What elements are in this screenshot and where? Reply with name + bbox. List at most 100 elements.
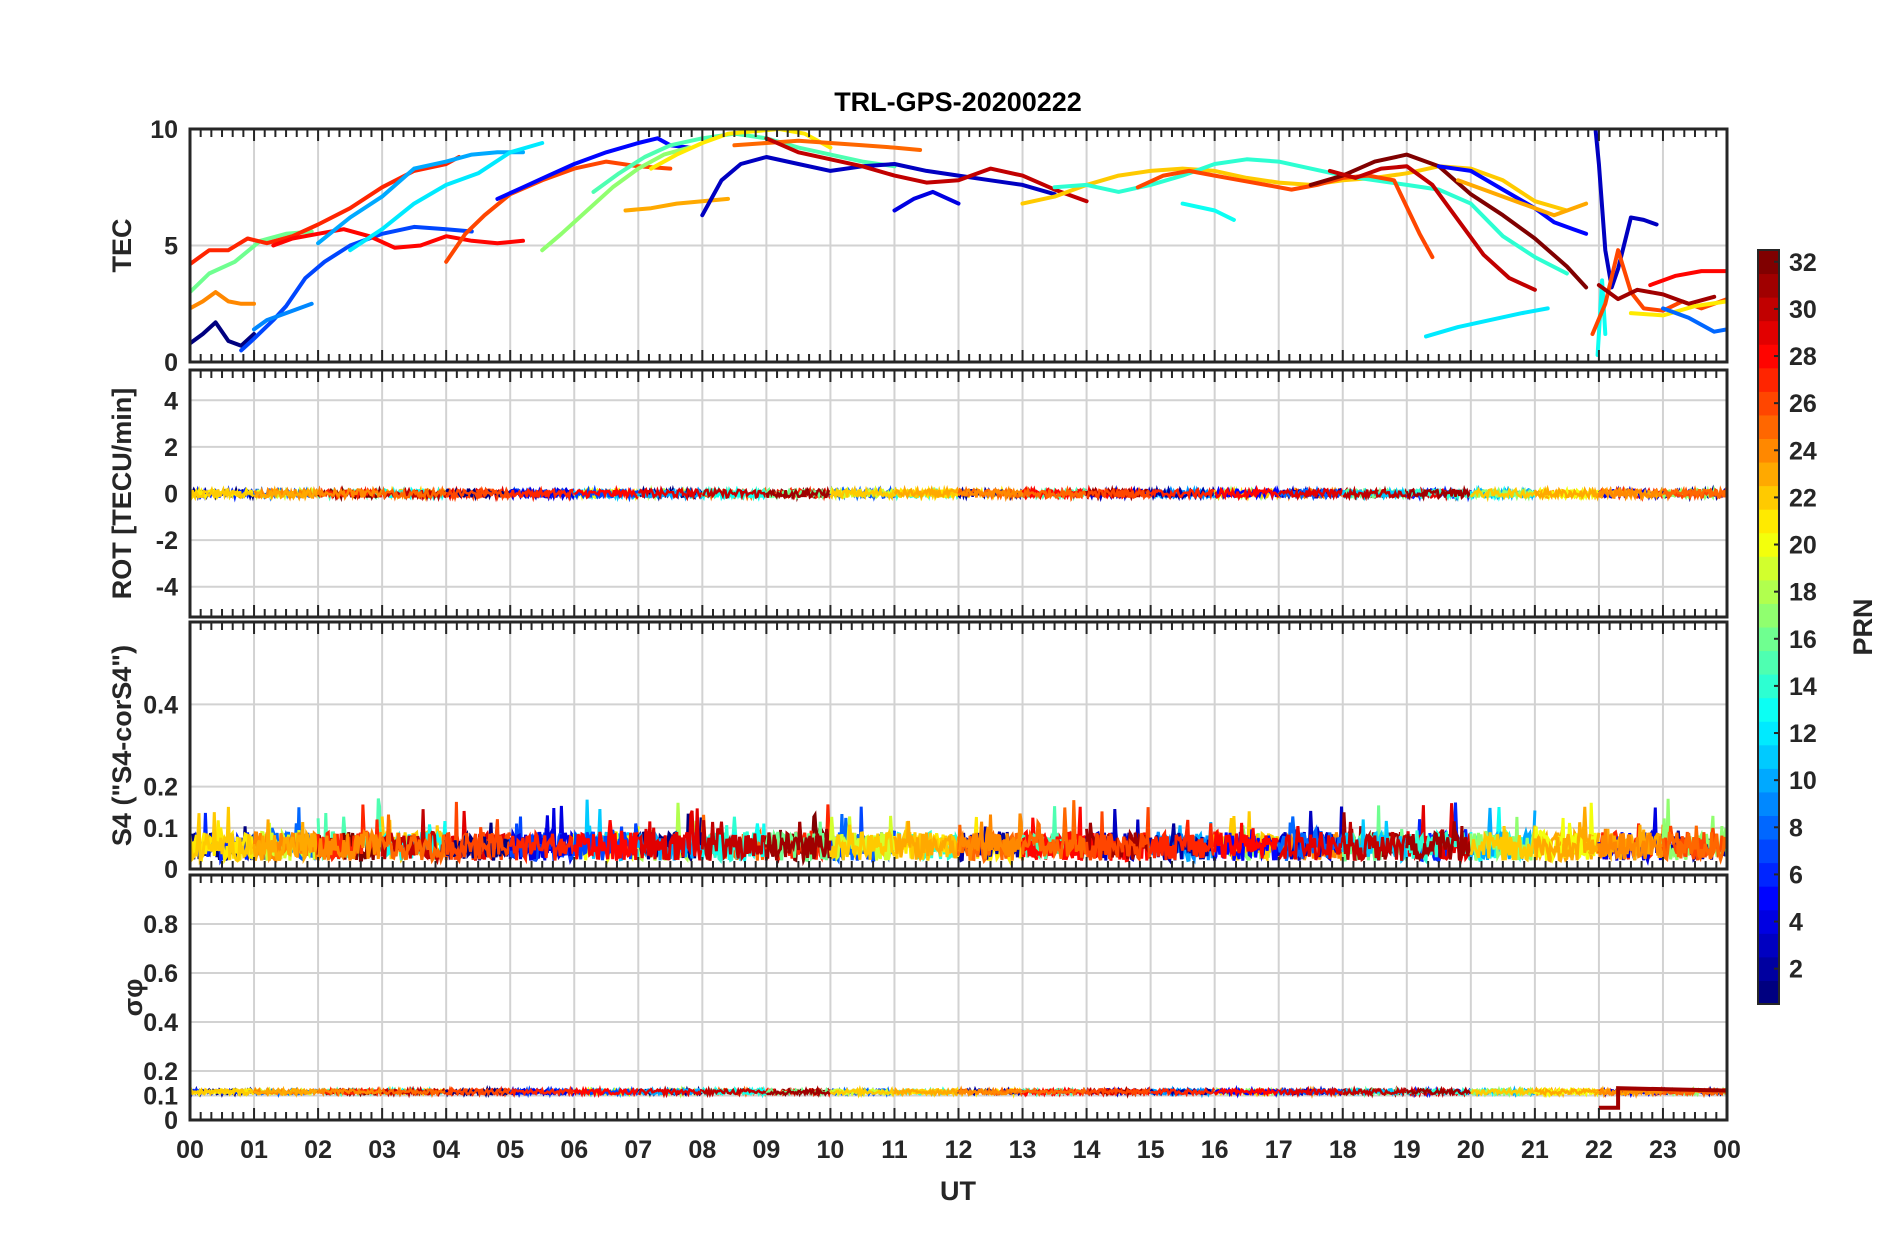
- series-trace: [509, 485, 576, 503]
- x-axis-title: UT: [940, 1176, 976, 1206]
- tec-series-line: [348, 141, 545, 253]
- series-trace: [316, 485, 384, 502]
- tec-series-line: [732, 138, 923, 152]
- series-trace: [957, 813, 1024, 861]
- series-trace: [1533, 1087, 1600, 1097]
- series-trace: [1149, 819, 1217, 861]
- colorbar-swatch: [1758, 344, 1779, 369]
- series-trace: [701, 1085, 767, 1099]
- series-trace: [700, 820, 768, 862]
- series-trace: [253, 1085, 319, 1098]
- colorbar-swatch: [1758, 650, 1779, 675]
- y-tick-label: 10: [150, 116, 178, 144]
- series-trace: [1149, 486, 1216, 502]
- colorbar-swatch: [1758, 933, 1779, 958]
- colorbar-swatch: [1758, 438, 1779, 463]
- series-trace: [1021, 485, 1088, 503]
- series-trace: [1405, 484, 1472, 502]
- y-tick-label: 0.4: [143, 1009, 178, 1037]
- tec-series-line: [1661, 306, 1727, 334]
- y-axis-title: S4 ("S4-corS4"): [107, 645, 137, 846]
- colorbar-swatch: [1758, 532, 1779, 557]
- tec-series-line: [764, 136, 1089, 204]
- series-trace: [1597, 824, 1665, 860]
- y-tick-label: 0: [164, 349, 178, 377]
- y-tick-label: 0.4: [143, 691, 178, 719]
- x-tick-label: 00: [176, 1136, 204, 1164]
- series-trace: [445, 1085, 512, 1098]
- tec-series-line: [1593, 129, 1659, 290]
- colorbar-tick-label: 14: [1789, 673, 1817, 701]
- colorbar-swatch: [1758, 815, 1779, 840]
- series-trace: [1405, 1085, 1472, 1097]
- colorbar-swatch: [1758, 768, 1779, 793]
- tec-series-line: [1424, 306, 1550, 339]
- x-tick-label: 20: [1457, 1136, 1485, 1164]
- y-tick-label: -4: [156, 574, 178, 602]
- chart-title: TRL-GPS-20200222: [834, 87, 1082, 117]
- colorbar-swatch: [1758, 414, 1779, 439]
- series-trace: [1533, 826, 1601, 863]
- tec-series-line: [271, 227, 525, 250]
- series-trace: [1021, 1086, 1088, 1097]
- series-trace: [444, 819, 512, 860]
- colorbar-tick-label: 2: [1789, 956, 1803, 984]
- series-trace: [1469, 825, 1537, 863]
- colorbar-swatch: [1758, 744, 1779, 769]
- series-trace: [573, 484, 640, 501]
- colorbar-swatch: [1758, 297, 1779, 322]
- x-tick-label: 10: [817, 1136, 845, 1164]
- series-trace: [1597, 486, 1665, 502]
- y-tick-label: 0.1: [143, 815, 178, 843]
- series-trace: [637, 1085, 703, 1099]
- x-tick-label: 12: [945, 1136, 973, 1164]
- series-trace: [828, 824, 896, 861]
- series-layer: [190, 798, 1727, 867]
- series-trace: [957, 1085, 1024, 1097]
- rot-panel: -4 -2 0 2 4 ROT [TECU/min]: [107, 368, 1729, 619]
- tec-series-line: [892, 189, 961, 213]
- tec-series-line: [1628, 299, 1727, 318]
- series-trace: [1598, 1086, 1664, 1099]
- x-tick-label: 09: [752, 1136, 780, 1164]
- colorbar-swatch: [1758, 956, 1779, 981]
- y-axis-title: ROT [TECU/min]: [107, 388, 137, 599]
- series-trace: [1533, 484, 1600, 501]
- series-trace: [1278, 485, 1344, 501]
- colorbar-swatch: [1758, 862, 1779, 887]
- colorbar-tick-label: 4: [1789, 909, 1803, 937]
- y-tick-label: 0.1: [143, 1083, 178, 1111]
- x-tick-label: 19: [1393, 1136, 1421, 1164]
- x-tick-label: 22: [1585, 1136, 1613, 1164]
- series-trace: [252, 819, 320, 865]
- x-tick-label: 04: [432, 1136, 460, 1164]
- series-trace: [1277, 825, 1345, 861]
- series-trace: [1213, 822, 1280, 859]
- x-tick-label: 21: [1521, 1136, 1549, 1164]
- series-trace: [1085, 1086, 1152, 1098]
- series-trace: [1662, 485, 1727, 502]
- tec-series-line: [1020, 164, 1569, 213]
- colorbar-swatch: [1758, 509, 1779, 534]
- x-tick-label: 02: [304, 1136, 332, 1164]
- series-trace: [1278, 1085, 1344, 1098]
- colorbar-swatch: [1758, 697, 1779, 722]
- colorbar-tick-label: 18: [1789, 579, 1817, 607]
- colorbar-swatch: [1758, 320, 1779, 345]
- x-tick-label: 14: [1073, 1136, 1101, 1164]
- series-trace: [573, 1085, 640, 1099]
- colorbar-swatch: [1758, 721, 1779, 746]
- series-trace: [1086, 486, 1152, 501]
- colorbar-tick-label: 30: [1789, 296, 1817, 324]
- y-tick-label: 0.8: [143, 911, 178, 939]
- series-trace: [1085, 807, 1153, 863]
- x-tick-label: 03: [368, 1136, 396, 1164]
- series-trace: [957, 485, 1024, 502]
- x-tick-label: 05: [496, 1136, 524, 1164]
- tec-series-line: [1327, 164, 1537, 292]
- colorbar-swatch: [1758, 367, 1779, 392]
- series-trace: [766, 1085, 831, 1098]
- series-trace: [1405, 821, 1472, 862]
- colorbar-swatch: [1758, 674, 1779, 699]
